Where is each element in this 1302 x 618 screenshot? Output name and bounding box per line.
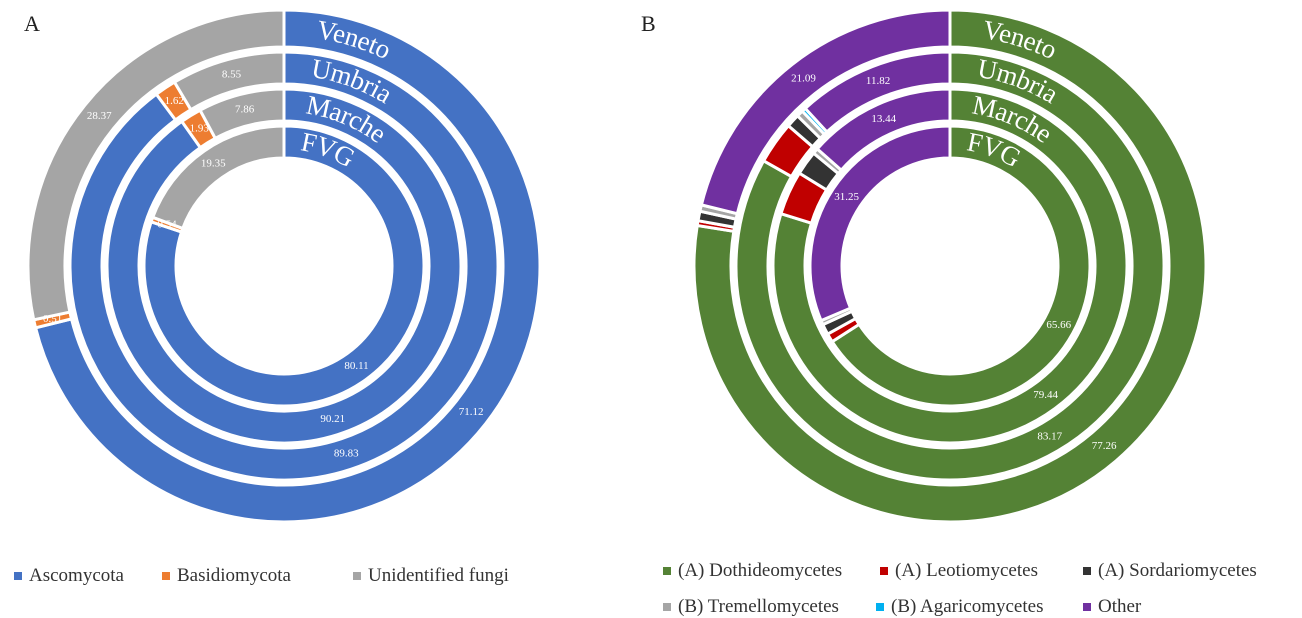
legend-swatch	[663, 603, 671, 611]
donut-slice-marche-other	[815, 87, 952, 173]
legend-item-sordariomycetes: (A) Sordariomycetes	[1083, 560, 1257, 582]
donut-slice-umbria-ascomycota	[68, 50, 500, 482]
donut-slice-fvg-ascomycota	[142, 124, 426, 408]
data-label-veneto-basidiomycota: 0.51	[43, 313, 62, 325]
legend-label: (A) Sordariomycetes	[1098, 560, 1257, 581]
data-label-umbria-basidiomycota: 1.62	[165, 95, 184, 107]
donut-slice-veneto-unidentified-fungi	[26, 8, 286, 322]
data-label-marche-basidiomycota: 1.93	[190, 123, 210, 135]
data-label-fvg-unidentified-fungi: 19.35	[201, 158, 226, 170]
legend-label: Unidentified fungi	[368, 565, 509, 586]
legend-swatch	[876, 603, 884, 611]
legend-swatch	[1083, 603, 1091, 611]
data-label-veneto-a-dothideomycetes: 77.26	[1092, 440, 1117, 452]
donut-slice-marche-a-dothideomycetes	[771, 87, 1129, 445]
data-label-marche-ascomycota: 90.21	[320, 413, 345, 425]
legend-item-agaricomycetes: (B) Agaricomycetes	[876, 596, 1043, 618]
donut-slice-fvg-unidentified-fungi	[150, 124, 286, 231]
data-label-fvg-other: 31.25	[834, 191, 859, 203]
legend-item-tremellomycetes: (B) Tremellomycetes	[663, 596, 839, 618]
data-label-marche-other: 13.44	[871, 113, 896, 125]
data-label-veneto-ascomycota: 71.12	[459, 406, 484, 418]
data-label-umbria-unidentified-fungi: 8.55	[222, 69, 242, 81]
panel-b-letter: B	[641, 11, 656, 36]
donut-slice-veneto-other	[699, 8, 952, 216]
data-label-fvg-ascomycota: 80.11	[344, 360, 368, 372]
donut-slice-veneto-ascomycota	[33, 8, 542, 524]
legend-item-basidiomycota: Basidiomycota	[162, 565, 291, 587]
donut-slice-marche-ascomycota	[105, 87, 463, 445]
donut-slice-fvg-a-dothideomycetes	[830, 124, 1092, 408]
legend-item-dothideomycetes: (A) Dothideomycetes	[663, 560, 842, 582]
legend-swatch	[880, 567, 888, 575]
legend-label: Ascomycota	[29, 565, 124, 586]
donut-slice-umbria-a-dothideomycetes	[734, 50, 1166, 482]
legend-item-leotiomycetes: (A) Leotiomycetes	[880, 560, 1038, 582]
legend-swatch	[162, 572, 170, 580]
donut-slice-fvg-other	[808, 124, 952, 323]
data-label-umbria-ascomycota: 89.83	[334, 448, 359, 460]
legend-label: Other	[1098, 596, 1142, 617]
data-label-umbria-other: 11.82	[866, 75, 890, 87]
data-label-marche-unidentified-fungi: 7.86	[235, 103, 255, 115]
legend-swatch	[663, 567, 671, 575]
donut-slice-umbria-unidentified-fungi	[172, 50, 286, 112]
legend-item-unidentified-fungi: Unidentified fungi	[353, 565, 509, 587]
legend-label: (A) Leotiomycetes	[895, 560, 1038, 581]
legend-label: (B) Agaricomycetes	[891, 596, 1044, 617]
data-label-veneto-unidentified-fungi: 28.37	[87, 110, 112, 122]
donut-chart-b: FVGMarcheUmbriaVeneto65.6679.4483.1777.2…	[692, 8, 1208, 524]
donut-slice-marche-unidentified-fungi	[198, 87, 286, 141]
panel-a-letter: A	[24, 11, 40, 36]
data-label-veneto-other: 21.09	[791, 73, 816, 85]
legend-swatch	[1083, 567, 1091, 575]
legend-label: (A) Dothideomycetes	[678, 560, 843, 581]
legend-swatch	[14, 572, 22, 580]
data-label-fvg-basidiomycota: 0.54	[157, 218, 177, 230]
legend-item-ascomycota: Ascomycota	[14, 565, 124, 587]
legend-label: (B) Tremellomycetes	[678, 596, 839, 617]
data-label-fvg-a-dothideomycetes: 65.66	[1046, 319, 1071, 331]
data-label-umbria-a-dothideomycetes: 83.17	[1037, 431, 1062, 443]
donut-slice-veneto-a-dothideomycetes	[692, 8, 1208, 524]
data-label-marche-a-dothideomycetes: 79.44	[1033, 389, 1058, 401]
donut-slice-umbria-other	[803, 50, 952, 135]
legend-label: Basidiomycota	[177, 565, 291, 586]
legend-item-other: Other	[1083, 596, 1141, 618]
donut-chart-a: FVGMarcheUmbriaVeneto80.1190.2189.8371.1…	[26, 8, 542, 524]
legend-swatch	[353, 572, 361, 580]
